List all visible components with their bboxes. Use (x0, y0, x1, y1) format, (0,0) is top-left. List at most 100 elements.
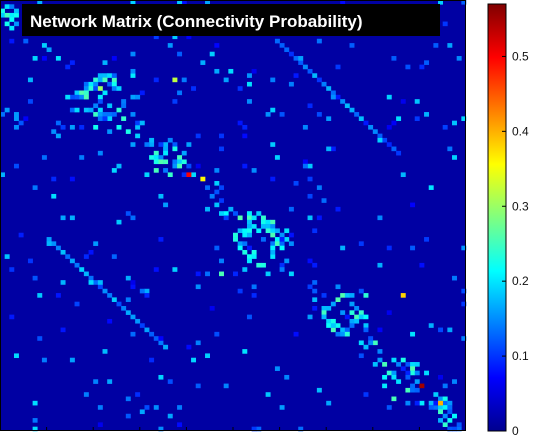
heatmap-cell (405, 400, 411, 406)
heatmap-cell (265, 219, 271, 225)
heatmap-cell (163, 150, 169, 156)
heatmap-cell (79, 155, 85, 160)
heatmap-cell (205, 206, 210, 212)
heatmap-cell (321, 314, 327, 320)
heatmap-cell (144, 288, 150, 294)
heatmap-cell (167, 413, 173, 419)
heatmap-cell (93, 81, 99, 87)
heatmap-cell (363, 323, 369, 328)
heatmap-cell (167, 137, 173, 143)
heatmap-cell (312, 73, 318, 78)
heatmap-cell (288, 81, 294, 87)
heatmap-cell (386, 310, 392, 315)
heatmap-cell (265, 392, 271, 397)
heatmap-cell (344, 331, 350, 337)
heatmap-cell (191, 357, 197, 363)
heatmap-cell (377, 262, 383, 268)
heatmap-cell (135, 392, 141, 397)
heatmap-cell (456, 56, 462, 61)
heatmap-cell (153, 155, 159, 160)
heatmap-cell (321, 310, 327, 315)
heatmap-cell (386, 370, 392, 376)
heatmap-cell (107, 129, 113, 134)
heatmap-cell (344, 103, 350, 109)
heatmap-cell (46, 47, 52, 53)
heatmap-cell (288, 51, 294, 57)
heatmap-cell (307, 314, 313, 320)
heatmap-cell (312, 306, 318, 311)
heatmap-cell (41, 155, 47, 160)
heatmap-cell (144, 293, 150, 298)
heatmap-cell (102, 116, 108, 121)
heatmap-cell (391, 56, 397, 61)
heatmap-cell (97, 99, 103, 104)
heatmap-cell (260, 219, 266, 225)
heatmap-cell (181, 172, 187, 178)
heatmap-cell (438, 409, 443, 415)
heatmap-cell (349, 301, 355, 307)
heatmap-cell (130, 142, 136, 147)
heatmap-cell (181, 0, 187, 5)
heatmap-cell (177, 51, 183, 57)
heatmap-cell (372, 129, 378, 134)
heatmap-cell (93, 86, 99, 91)
heatmap-cell (298, 56, 304, 61)
heatmap-cell (274, 38, 280, 44)
heatmap-cell (125, 275, 131, 281)
heatmap-cell (400, 172, 406, 178)
heatmap-cell (312, 280, 318, 285)
heatmap-cell (326, 318, 332, 324)
heatmap-cell (344, 293, 350, 298)
heatmap-cell (79, 124, 85, 130)
heatmap-cell (172, 146, 178, 152)
heatmap-cell (172, 159, 178, 165)
heatmap-cell (32, 418, 38, 423)
heatmap-cell (447, 327, 453, 333)
heatmap-cell (447, 409, 453, 415)
heatmap-cell (158, 237, 164, 242)
heatmap-cell (74, 90, 80, 96)
heatmap-cell (237, 215, 243, 221)
heatmap-cell (144, 142, 150, 147)
heatmap-cell (107, 379, 113, 384)
heatmap-cell (102, 60, 108, 65)
heatmap-cell (321, 306, 327, 311)
heatmap-cell (279, 405, 285, 410)
heatmap-cell (461, 245, 467, 251)
heatmap-plot (0, 0, 467, 432)
heatmap-cell (214, 202, 220, 208)
heatmap-cell (396, 362, 402, 367)
heatmap-cell (358, 353, 364, 359)
heatmap-cell (246, 314, 252, 320)
heatmap-cell (107, 318, 113, 324)
heatmap-cell (246, 81, 252, 87)
heatmap-cell (246, 219, 252, 225)
heatmap-cell (107, 103, 113, 109)
heatmap-cell (307, 176, 313, 182)
heatmap-cell (447, 43, 453, 48)
heatmap-cell (153, 34, 159, 40)
heatmap-cell (424, 60, 430, 65)
heatmap-cell (69, 258, 75, 264)
heatmap-cell (0, 12, 5, 18)
heatmap-cell (316, 38, 322, 44)
heatmap-cell (135, 120, 141, 126)
heatmap-cell (130, 314, 136, 320)
heatmap-cell (284, 228, 290, 234)
heatmap-cell (279, 267, 285, 272)
heatmap-cell (111, 73, 117, 78)
heatmap-cell (9, 4, 15, 9)
heatmap-cell (302, 159, 308, 165)
heatmap-cell (13, 116, 19, 121)
heatmap-cell (335, 331, 341, 337)
heatmap-cell (69, 107, 75, 113)
heatmap-cell (97, 112, 103, 117)
heatmap-cell (149, 357, 155, 363)
heatmap-cell (144, 327, 150, 333)
heatmap-cell (9, 12, 15, 18)
heatmap-cell (111, 86, 117, 91)
heatmap-cell (205, 0, 210, 5)
heatmap-cell (32, 275, 38, 281)
heatmap-cell (377, 357, 383, 363)
heatmap-cell (37, 0, 43, 5)
